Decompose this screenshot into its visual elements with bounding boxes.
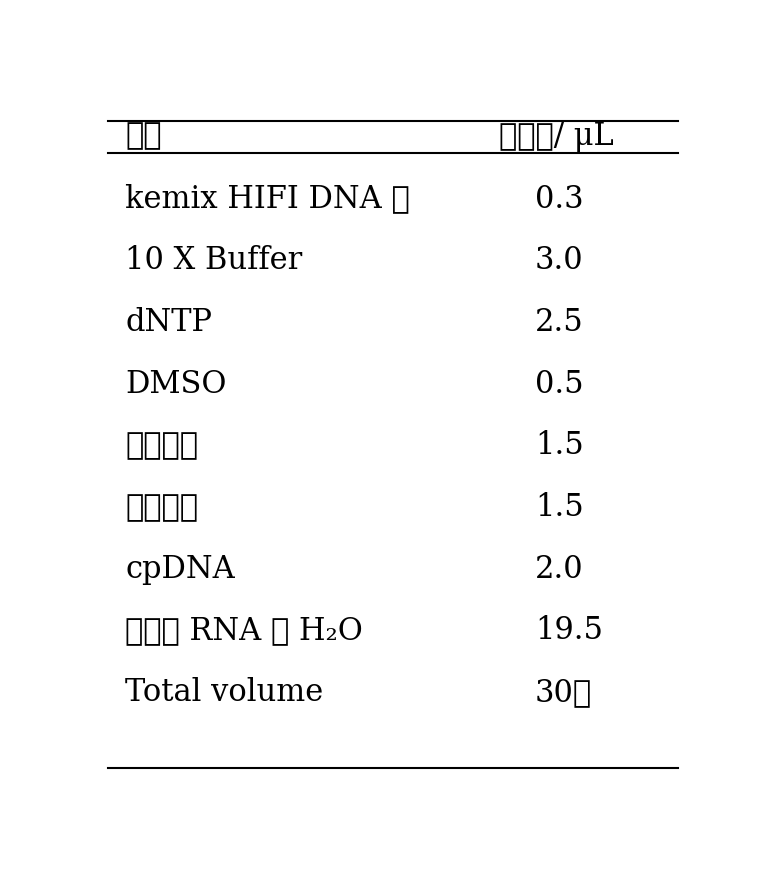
Text: 30；: 30； [535,677,592,708]
Text: Total volume: Total volume [126,677,324,708]
Text: 组分: 组分 [126,121,162,151]
Text: dNTP: dNTP [126,307,212,338]
Text: kemix HIFI DNA 酶: kemix HIFI DNA 酶 [126,184,410,215]
Text: 1.5: 1.5 [535,430,584,461]
Text: 0.3: 0.3 [535,184,584,215]
Text: cpDNA: cpDNA [126,554,235,584]
Text: 2.0: 2.0 [535,554,584,584]
Text: 19.5: 19.5 [535,615,603,646]
Text: 0.5: 0.5 [535,369,584,400]
Text: 10 X Buffer: 10 X Buffer [126,246,303,276]
Text: 无菌无 RNA 酶 H₂O: 无菌无 RNA 酶 H₂O [126,615,363,646]
Text: 1.5: 1.5 [535,492,584,523]
Text: 2.5: 2.5 [535,307,584,338]
Text: DMSO: DMSO [126,369,227,400]
Text: 3.0: 3.0 [535,246,584,276]
Text: 加入量/ μL: 加入量/ μL [499,121,614,151]
Text: 正向引物: 正向引物 [126,430,198,461]
Text: 反向引物: 反向引物 [126,492,198,523]
